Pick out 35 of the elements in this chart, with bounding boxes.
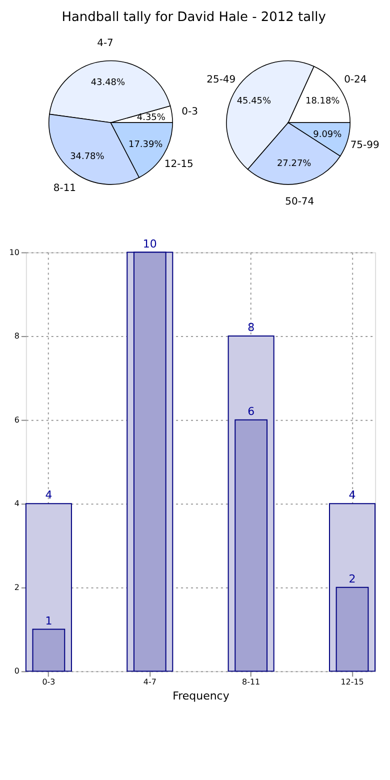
x-tick-label: 12-15 — [340, 678, 364, 687]
y-tick-label: 0 — [14, 666, 20, 676]
data-label: 6 — [248, 404, 255, 418]
data-label: 43.48% — [90, 78, 126, 88]
slice-label: 50-74 — [285, 196, 314, 208]
data-label: 9.09% — [313, 130, 342, 140]
slice-label: 8-11 — [53, 182, 76, 194]
y-tick-label: 6 — [14, 415, 20, 424]
data-label: 1 — [45, 614, 52, 628]
data-label: 4 — [348, 488, 356, 502]
data-label: 8 — [248, 321, 255, 334]
data-label: 34.78% — [70, 152, 105, 162]
y-tick-label: 10 — [9, 248, 20, 257]
data-label: 17.39% — [128, 140, 164, 150]
x-tick-label: 0-3 — [42, 678, 56, 687]
y-tick-label: 4 — [14, 499, 20, 508]
data-label: 4.35% — [136, 113, 166, 124]
chart-title: Handball tally for David Hale - 2012 tally — [62, 10, 326, 25]
y-tick-label: 8 — [14, 332, 20, 341]
data-label: 18.18% — [305, 96, 340, 107]
x-tick-label: 4-7 — [143, 678, 156, 687]
slice-label: 4-7 — [97, 38, 114, 49]
slice-label: 25-49 — [206, 74, 236, 86]
data-label: 2 — [348, 572, 356, 586]
y-tick-label: 2 — [14, 582, 20, 592]
data-label: 45.45% — [236, 96, 272, 107]
data-label: 27.27% — [276, 158, 312, 169]
slice-label: 12-15 — [164, 159, 194, 170]
x-axis-title: Frequency — [172, 690, 230, 703]
slice-label: 0-3 — [182, 106, 198, 118]
slice-label: 75-99 — [350, 140, 380, 152]
slice-label: 0-24 — [344, 74, 367, 86]
x-tick-label: 8-11 — [242, 678, 260, 687]
data-label: 4 — [45, 488, 52, 502]
data-label: 10 — [142, 237, 157, 250]
